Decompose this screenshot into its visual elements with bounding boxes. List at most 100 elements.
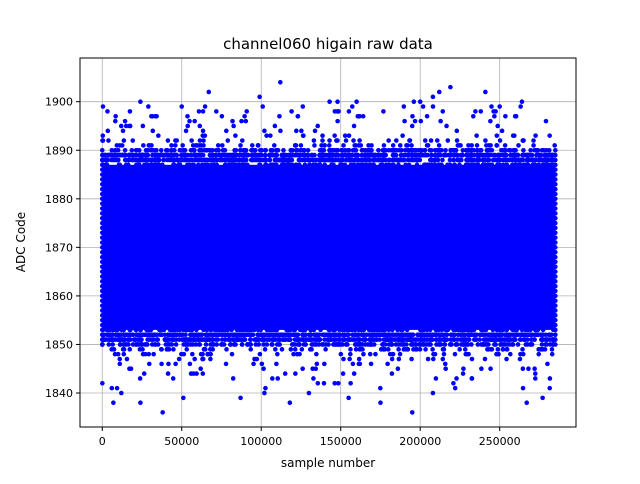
data-point	[399, 147, 404, 153]
data-point	[99, 303, 105, 308]
data-point	[99, 332, 105, 338]
data-point	[336, 157, 342, 163]
data-point	[137, 347, 143, 352]
data-point	[363, 337, 368, 342]
data-point	[322, 361, 327, 367]
data-point	[190, 162, 196, 168]
data-point	[358, 327, 364, 333]
data-point	[553, 220, 558, 226]
data-point	[425, 356, 431, 362]
data-point	[268, 162, 273, 168]
data-point	[301, 133, 306, 138]
data-point	[327, 138, 332, 143]
outlier-point	[287, 400, 293, 406]
data-point	[343, 138, 349, 143]
data-point	[374, 337, 380, 342]
data-point	[390, 143, 396, 148]
data-point	[99, 152, 105, 158]
data-point	[305, 152, 311, 158]
data-point	[185, 152, 190, 158]
data-point	[553, 332, 558, 338]
data-point	[113, 118, 118, 124]
data-point	[553, 279, 558, 284]
data-point	[127, 123, 132, 129]
data-point	[436, 162, 442, 168]
data-point	[523, 342, 529, 347]
data-point	[470, 113, 476, 119]
data-point	[393, 332, 398, 338]
data-point	[433, 376, 439, 381]
data-point	[387, 337, 392, 342]
data-point	[310, 342, 316, 347]
data-point	[362, 342, 368, 347]
data-point	[402, 118, 407, 124]
data-point	[220, 342, 225, 347]
data-point	[486, 147, 491, 153]
data-point	[139, 157, 144, 163]
data-point	[513, 113, 519, 119]
data-point	[201, 327, 206, 333]
data-point	[225, 332, 230, 338]
data-point	[234, 327, 240, 333]
data-point	[257, 162, 263, 168]
data-point	[135, 157, 140, 163]
data-point	[189, 332, 195, 338]
data-point	[490, 327, 496, 333]
data-point	[367, 351, 373, 357]
data-point	[198, 152, 204, 158]
data-point	[172, 152, 177, 158]
data-point	[241, 157, 247, 163]
data-point	[132, 337, 138, 342]
data-point	[236, 157, 242, 163]
data-point	[465, 152, 471, 158]
data-point	[252, 157, 258, 163]
data-point	[326, 332, 332, 338]
data-point	[553, 249, 558, 255]
data-point	[257, 351, 263, 357]
data-point	[311, 376, 316, 381]
data-point	[201, 347, 207, 352]
data-point	[342, 133, 348, 138]
data-point	[207, 347, 213, 352]
data-point	[428, 152, 434, 158]
data-point	[264, 327, 270, 333]
data-point	[209, 162, 214, 168]
data-point	[504, 327, 510, 333]
data-point	[344, 342, 349, 347]
data-point	[250, 332, 256, 338]
data-point	[99, 225, 105, 231]
data-point	[117, 342, 123, 347]
data-point	[410, 113, 415, 119]
data-point	[106, 332, 112, 338]
data-point	[340, 371, 346, 376]
data-point	[397, 351, 403, 357]
data-point	[311, 327, 317, 333]
data-point	[205, 337, 210, 342]
data-point	[399, 332, 404, 338]
data-point	[436, 143, 442, 148]
data-point	[352, 332, 358, 338]
data-point	[518, 104, 523, 109]
data-point	[193, 152, 198, 158]
outlier-point	[238, 395, 243, 401]
data-point	[469, 342, 474, 347]
data-point	[536, 162, 541, 168]
chart-title: channel060 higain raw data	[223, 35, 433, 53]
data-point	[268, 327, 274, 333]
data-point	[114, 143, 120, 148]
data-point	[553, 298, 558, 304]
data-point	[194, 143, 200, 148]
data-point	[99, 201, 105, 206]
data-point	[124, 342, 130, 347]
data-point	[149, 113, 154, 119]
data-point	[239, 342, 245, 347]
y-tick-label: 1850	[45, 338, 73, 351]
data-point	[441, 337, 446, 342]
data-point	[478, 332, 483, 338]
data-point	[308, 327, 313, 333]
data-point	[277, 113, 282, 119]
data-point	[279, 347, 285, 352]
data-point	[479, 366, 484, 372]
data-point	[311, 162, 317, 168]
data-point	[389, 356, 395, 362]
